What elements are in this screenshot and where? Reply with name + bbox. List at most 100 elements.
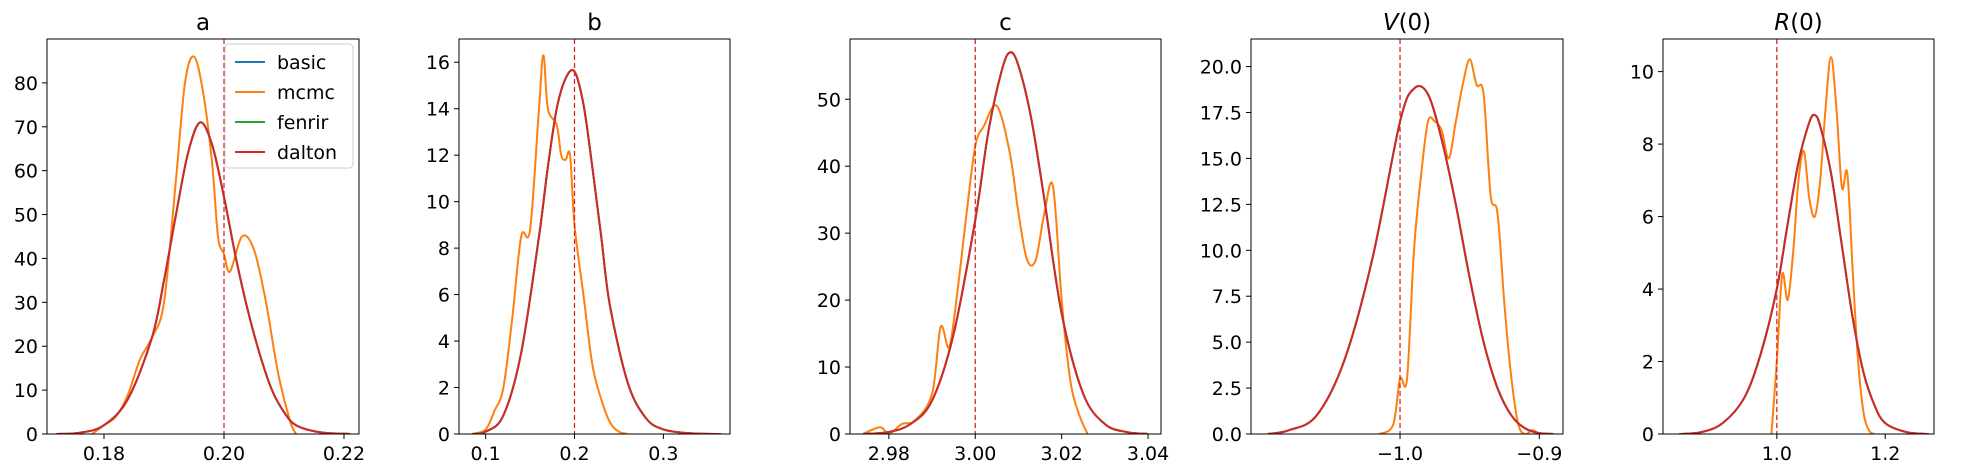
title-argument: (0) xyxy=(1399,10,1432,36)
x-tick-label: 0.18 xyxy=(83,443,125,465)
y-tick-label: 20.0 xyxy=(1200,57,1242,79)
y-tick-label: 17.5 xyxy=(1200,102,1242,124)
title-symbol: R xyxy=(1774,10,1790,36)
panel-c: 0 10 20 30 40 50 2.98 3.00 3.02 3.04 c xyxy=(817,10,1169,465)
x-tick-label: 2.98 xyxy=(868,443,910,465)
axes-frame xyxy=(458,38,731,435)
series-line-fenrir xyxy=(55,121,351,434)
y-tick-label: 20 xyxy=(817,290,841,312)
axes-frame xyxy=(849,38,1162,435)
y-tick-label: 0 xyxy=(438,424,450,446)
y-tick-label: 20 xyxy=(14,336,38,358)
y-tick-label: 4 xyxy=(1642,279,1654,301)
y-tick-label: 50 xyxy=(817,89,841,111)
y-tick-label: 80 xyxy=(14,73,38,95)
axes-frame xyxy=(1662,38,1935,435)
legend: basic mcmc fenrir dalton xyxy=(224,43,354,169)
series-line-fenrir xyxy=(472,68,722,434)
y-tick-label: 10 xyxy=(1630,62,1654,84)
series-line-fenrir xyxy=(1267,85,1554,434)
y-tick-label: 7.5 xyxy=(1212,286,1242,308)
axes-frame xyxy=(46,38,360,435)
series-group xyxy=(55,55,351,434)
y-tick-label: 5.0 xyxy=(1212,332,1242,354)
y-tick-label: 40 xyxy=(817,156,841,178)
y-tick-label: 14 xyxy=(426,99,450,121)
series-line-mcmc xyxy=(1378,58,1540,434)
y-tick-label: 10 xyxy=(817,357,841,379)
series-line-mcmc xyxy=(1770,56,1875,434)
x-tick-label: 3.00 xyxy=(954,443,996,465)
panel-b: 0 2 4 6 8 10 12 14 16 0.1 0.2 0.3 b xyxy=(426,10,731,465)
y-tick-label: 2 xyxy=(1642,352,1654,374)
series-line-basic xyxy=(862,51,1149,434)
panel-title: V(0) xyxy=(1383,10,1431,36)
y-tick-label: 0.0 xyxy=(1212,424,1242,446)
x-tick-label: −0.9 xyxy=(1516,443,1562,465)
series-group xyxy=(471,54,722,434)
y-tick-label: 0 xyxy=(829,424,841,446)
x-tick-label: 1.0 xyxy=(1762,443,1792,465)
series-line-dalton xyxy=(472,68,722,434)
y-tick-label: 60 xyxy=(14,161,38,183)
panel-title: c xyxy=(999,10,1012,36)
x-tick-label: 0.2 xyxy=(559,443,589,465)
y-tick-label: 4 xyxy=(438,331,450,353)
series-line-dalton xyxy=(862,51,1149,434)
y-tick-label: 12 xyxy=(426,145,450,167)
y-tick-label: 50 xyxy=(14,205,38,227)
y-tick-label: 8 xyxy=(1642,134,1654,156)
panel-title: R(0) xyxy=(1774,10,1823,36)
y-tick-label: 16 xyxy=(426,52,450,74)
y-tick-label: 6 xyxy=(438,285,450,307)
y-tick-label: 6 xyxy=(1642,207,1654,229)
series-group xyxy=(1267,58,1554,434)
series-group xyxy=(1679,56,1929,434)
y-tick-label: 30 xyxy=(14,292,38,314)
series-line-fenrir xyxy=(862,51,1149,434)
y-tick-label: 70 xyxy=(14,117,38,139)
axes-frame xyxy=(1250,38,1564,435)
legend-label-mcmc: mcmc xyxy=(277,82,335,104)
series-line-fenrir xyxy=(1679,113,1929,434)
x-tick-label: −1.0 xyxy=(1377,443,1423,465)
series-line-basic xyxy=(472,68,722,434)
y-tick-label: 2 xyxy=(438,378,450,400)
x-tick-label: 0.22 xyxy=(323,443,365,465)
series-line-dalton xyxy=(1679,113,1929,434)
y-tick-label: 30 xyxy=(817,223,841,245)
series-line-mcmc xyxy=(471,54,629,434)
x-tick-label: 1.2 xyxy=(1870,443,1900,465)
series-line-basic xyxy=(1679,113,1929,434)
y-tick-label: 8 xyxy=(438,238,450,260)
y-tick-label: 0 xyxy=(1642,424,1654,446)
series-group xyxy=(862,51,1149,434)
legend-label-fenrir: fenrir xyxy=(277,112,329,134)
y-tick-label: 10 xyxy=(426,192,450,214)
x-tick-label: 0.20 xyxy=(203,443,245,465)
series-line-basic xyxy=(1267,85,1554,434)
panel-title: a xyxy=(196,10,210,36)
y-tick-label: 0 xyxy=(26,424,38,446)
y-tick-label: 15.0 xyxy=(1200,148,1242,170)
legend-label-dalton: dalton xyxy=(277,142,337,164)
x-tick-label: 0.1 xyxy=(471,443,501,465)
panel-title: b xyxy=(587,10,602,36)
legend-label-basic: basic xyxy=(277,52,326,74)
x-tick-label: 0.3 xyxy=(648,443,678,465)
series-line-dalton xyxy=(55,121,351,434)
panel-a: 0 10 20 30 40 50 60 70 80 0.18 0.20 0.22 a xyxy=(14,10,365,465)
y-tick-label: 40 xyxy=(14,248,38,270)
series-line-basic xyxy=(55,121,351,434)
y-tick-label: 10.0 xyxy=(1200,240,1242,262)
panel-r-0: 0 2 4 6 8 10 1.0 1.2 R(0) xyxy=(1630,10,1935,465)
y-tick-label: 10 xyxy=(14,380,38,402)
y-tick-label: 12.5 xyxy=(1200,194,1242,216)
title-argument: (0) xyxy=(1790,10,1823,36)
series-line-mcmc xyxy=(91,55,297,434)
panel-v-0: 0.0 2.5 5.0 7.5 10.0 12.5 15.0 17.5 20.0 −1.0 −0.9… xyxy=(1200,10,1564,465)
x-tick-label: 3.04 xyxy=(1127,443,1169,465)
title-symbol: V xyxy=(1383,10,1401,36)
y-tick-label: 2.5 xyxy=(1212,378,1242,400)
